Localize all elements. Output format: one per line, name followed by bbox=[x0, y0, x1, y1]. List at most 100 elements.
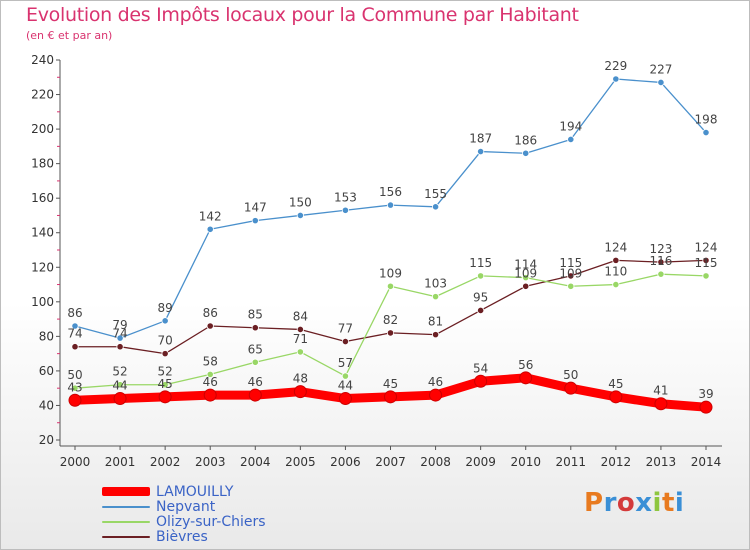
data-point bbox=[477, 272, 485, 280]
legend-item-nepvant: Nepvant bbox=[102, 498, 266, 515]
data-label: 194 bbox=[559, 119, 582, 133]
data-point bbox=[522, 282, 530, 290]
data-point bbox=[699, 400, 713, 414]
data-label: 52 bbox=[112, 365, 127, 379]
logo-letter: i bbox=[674, 488, 685, 518]
legend-item-lamouilly: LAMOUILLY bbox=[102, 483, 266, 500]
data-label: 86 bbox=[67, 306, 82, 320]
data-label: 114 bbox=[514, 258, 537, 272]
x-tick-label: 2002 bbox=[150, 455, 181, 469]
data-label: 147 bbox=[244, 201, 267, 215]
y-tick-label: 220 bbox=[31, 88, 54, 102]
data-label: 43 bbox=[67, 380, 82, 394]
logo-letter: i bbox=[652, 488, 662, 518]
data-label: 227 bbox=[649, 62, 672, 76]
data-label: 155 bbox=[424, 187, 447, 201]
legend-item-bievres: Bièvres bbox=[102, 528, 266, 545]
data-label: 124 bbox=[604, 240, 627, 254]
data-label: 46 bbox=[203, 375, 218, 389]
data-label: 84 bbox=[293, 309, 308, 323]
data-point bbox=[296, 348, 304, 356]
data-point bbox=[116, 381, 124, 389]
y-tick-label: 140 bbox=[31, 226, 54, 240]
data-label: 44 bbox=[338, 379, 353, 393]
y-tick-label: 60 bbox=[39, 364, 54, 378]
data-point bbox=[522, 274, 530, 282]
data-label: 79 bbox=[112, 318, 127, 332]
data-point bbox=[657, 270, 665, 278]
x-tick-label: 2012 bbox=[601, 455, 632, 469]
y-tick-label: 80 bbox=[39, 329, 54, 343]
data-point bbox=[702, 128, 710, 137]
logo-letter: t bbox=[661, 488, 675, 518]
data-point bbox=[519, 371, 533, 385]
data-point bbox=[429, 388, 443, 402]
data-label: 57 bbox=[338, 356, 353, 370]
data-label: 115 bbox=[695, 256, 718, 270]
legend-label-lamouilly: LAMOUILLY bbox=[156, 483, 234, 500]
legend-swatch-bievres bbox=[102, 535, 150, 538]
legend-swatch-olizy bbox=[102, 520, 150, 523]
data-point bbox=[341, 372, 350, 380]
data-point bbox=[206, 225, 214, 233]
logo-letter: r bbox=[603, 488, 617, 518]
data-label: 115 bbox=[559, 256, 582, 270]
data-point bbox=[567, 272, 575, 280]
data-label: 115 bbox=[469, 256, 492, 270]
x-tick-label: 2005 bbox=[285, 455, 316, 469]
x-tick-label: 2008 bbox=[420, 455, 451, 469]
data-label: 110 bbox=[604, 265, 627, 279]
data-point bbox=[116, 343, 124, 351]
data-point bbox=[206, 370, 214, 378]
data-label: 156 bbox=[379, 185, 402, 199]
data-label: 116 bbox=[649, 254, 672, 268]
x-tick-label: 2010 bbox=[510, 455, 541, 469]
data-label: 74 bbox=[67, 327, 82, 341]
data-point bbox=[477, 147, 485, 156]
x-tick-label: 2013 bbox=[646, 455, 677, 469]
data-point bbox=[564, 381, 578, 395]
data-point bbox=[657, 78, 665, 87]
data-point bbox=[341, 337, 350, 346]
data-label: 109 bbox=[514, 266, 537, 280]
y-tick-label: 40 bbox=[39, 398, 54, 412]
y-tick-label: 160 bbox=[31, 191, 54, 205]
x-tick-label: 2003 bbox=[195, 455, 226, 469]
data-label: 52 bbox=[158, 365, 173, 379]
data-label: 45 bbox=[608, 377, 623, 391]
data-point bbox=[431, 203, 440, 211]
data-point bbox=[71, 384, 79, 392]
data-point bbox=[654, 397, 668, 411]
data-label: 45 bbox=[158, 377, 173, 391]
legend-swatch-lamouilly bbox=[102, 487, 150, 496]
data-point bbox=[293, 385, 307, 399]
data-label: 41 bbox=[653, 384, 668, 398]
y-tick-label: 100 bbox=[31, 295, 54, 309]
data-point bbox=[296, 211, 304, 220]
data-label: 142 bbox=[199, 209, 222, 223]
data-point bbox=[386, 329, 395, 337]
data-point bbox=[251, 358, 259, 366]
data-label: 109 bbox=[379, 266, 402, 280]
y-tick-label: 240 bbox=[31, 53, 54, 67]
data-point bbox=[431, 331, 440, 339]
data-point bbox=[612, 256, 620, 264]
logo-letter: P bbox=[584, 488, 604, 518]
data-point bbox=[158, 390, 172, 404]
data-point bbox=[161, 350, 169, 358]
legend-label-nepvant: Nepvant bbox=[156, 498, 216, 515]
data-point bbox=[161, 317, 169, 325]
x-tick-label: 2006 bbox=[330, 455, 361, 469]
data-point bbox=[386, 282, 395, 290]
legend-label-olizy: Olizy-sur-Chiers bbox=[156, 513, 266, 530]
data-point bbox=[609, 390, 623, 404]
legend-label-bievres: Bièvres bbox=[156, 528, 208, 545]
proxiti-logo: Proxiti bbox=[584, 488, 684, 518]
data-point bbox=[251, 324, 259, 332]
data-label: 44 bbox=[112, 379, 127, 393]
logo-letter: o bbox=[616, 488, 636, 518]
x-tick-label: 2001 bbox=[105, 455, 136, 469]
y-tick-label: 200 bbox=[31, 122, 54, 136]
